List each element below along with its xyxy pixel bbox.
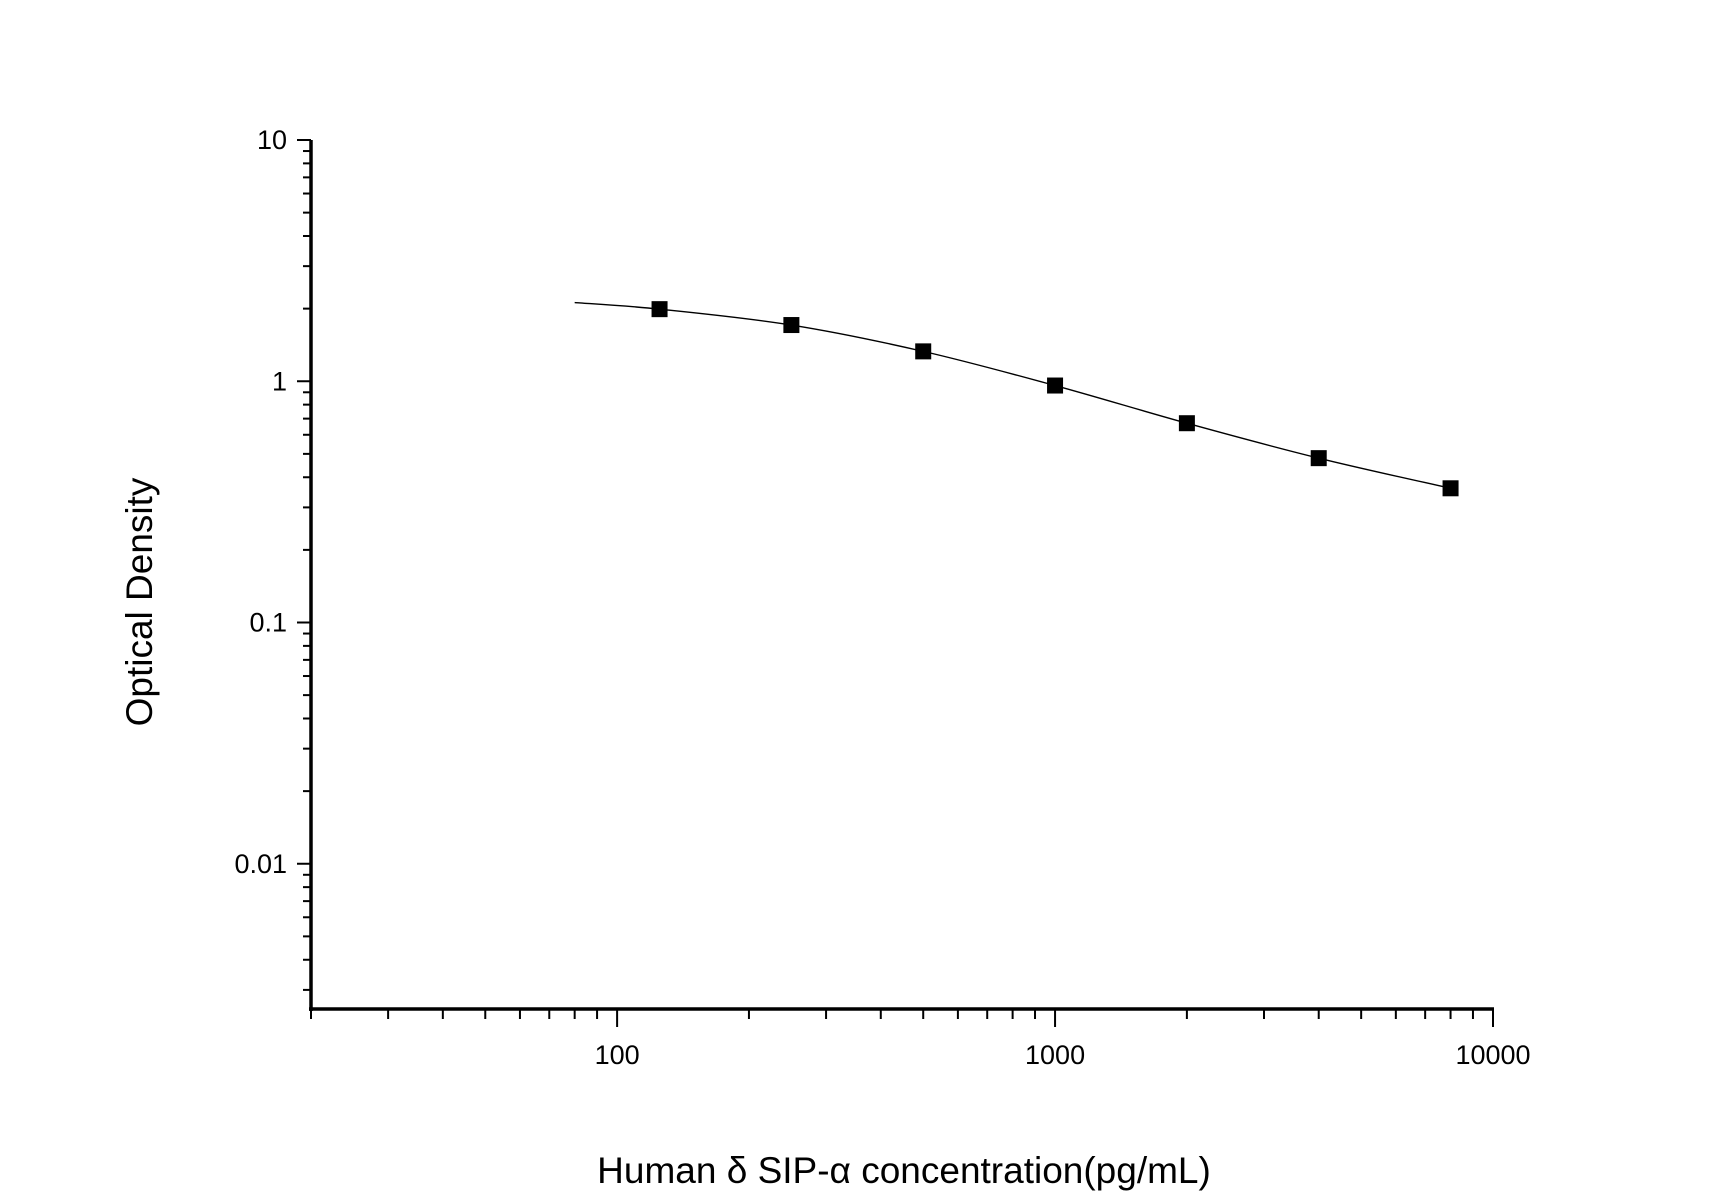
x-tick-label: 100: [595, 1040, 640, 1070]
y-tick-label: 10: [257, 125, 287, 155]
data-point: [1442, 480, 1459, 497]
x-tick-label: 10000: [1455, 1040, 1530, 1070]
fit-curve: [574, 301, 1451, 489]
data-point: [783, 317, 800, 334]
tick-labels: 100 1000 10000 10 1 0.1 0.01: [234, 125, 1530, 1070]
data-point: [1310, 450, 1327, 467]
data-point: [1047, 377, 1064, 394]
y-tick-label: 1: [272, 366, 287, 396]
data-points: [651, 301, 1459, 497]
y-tick-label: 0.01: [234, 849, 287, 879]
x-tick-label: 1000: [1025, 1040, 1085, 1070]
x-axis-title: Human δ SIP-α concentration(pg/mL): [597, 1150, 1211, 1191]
data-point: [651, 301, 668, 318]
y-axis-title: Optical Density: [119, 477, 160, 726]
ticks: [297, 139, 1494, 1027]
y-tick-label: 0.1: [249, 608, 287, 638]
data-point: [915, 343, 932, 360]
axes: [309, 140, 1494, 1011]
data-point: [1178, 415, 1195, 432]
